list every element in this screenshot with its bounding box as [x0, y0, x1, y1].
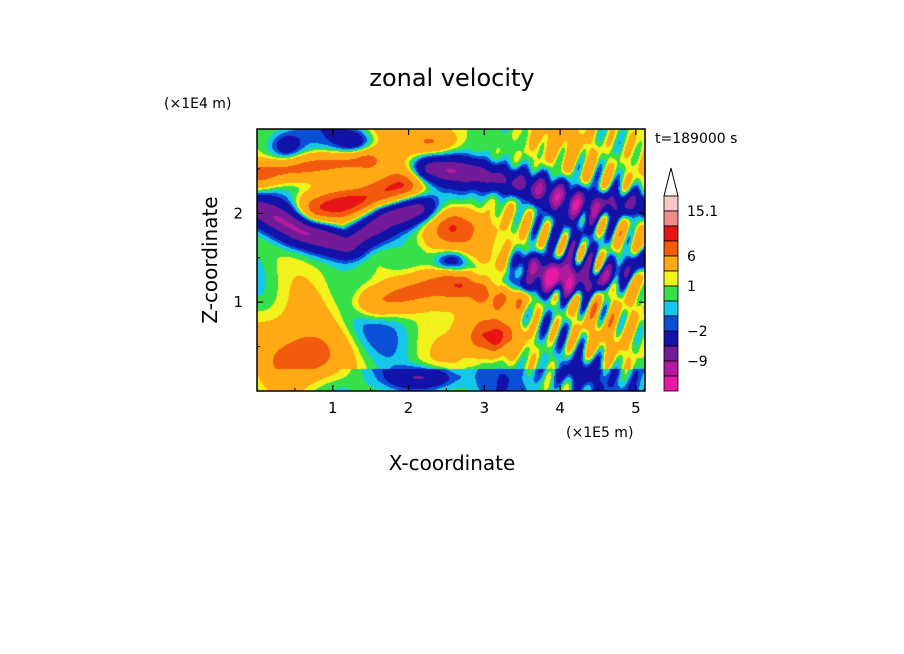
- colorbar-extend-arrow: [663, 167, 679, 197]
- colorbar-swatch: [663, 315, 679, 332]
- colorbar-swatch: [663, 255, 679, 272]
- colorbar-swatch: [663, 270, 679, 287]
- plot-frame: [256, 128, 646, 392]
- colorbar-swatch: [663, 240, 679, 257]
- velocity-field-image: [257, 129, 645, 391]
- x-tick-label: 5: [631, 399, 641, 417]
- colorbar-label: −2: [687, 324, 708, 340]
- colorbar-label: 15.1: [687, 204, 718, 220]
- colorbar-swatch: [663, 360, 679, 377]
- y-tick-label: 1: [233, 293, 243, 311]
- y-axis-label: Z-coordinate: [198, 196, 222, 323]
- colorbar-swatch: [663, 195, 679, 212]
- colorbar-label: −9: [687, 354, 708, 370]
- colorbar-label: 6: [687, 249, 696, 265]
- chart-title: zonal velocity: [369, 64, 534, 92]
- colorbar-swatch: [663, 330, 679, 347]
- y-scale-note: (×1E4 m): [164, 96, 231, 112]
- x-tick-label: 1: [328, 399, 338, 417]
- colorbar-swatch: [663, 300, 679, 317]
- x-axis-label: X-coordinate: [389, 451, 516, 475]
- x-tick-label: 4: [555, 399, 565, 417]
- colorbar-swatch: [663, 225, 679, 242]
- x-scale-note: (×1E5 m): [566, 425, 633, 441]
- colorbar: 15.1 6 1 −2 −9: [663, 167, 718, 392]
- y-tick-label: 2: [233, 204, 243, 222]
- y-axis: 12: [233, 168, 645, 348]
- time-label: t=189000 s: [655, 131, 737, 147]
- colorbar-swatch: [663, 345, 679, 362]
- x-tick-label: 3: [480, 399, 490, 417]
- colorbar-swatch: [663, 210, 679, 227]
- x-axis: 1 2 3 4 5: [294, 129, 641, 417]
- colorbar-label: 1: [687, 279, 696, 295]
- colorbar-swatch: [663, 375, 679, 392]
- x-tick-label: 2: [404, 399, 414, 417]
- colorbar-swatch: [663, 285, 679, 302]
